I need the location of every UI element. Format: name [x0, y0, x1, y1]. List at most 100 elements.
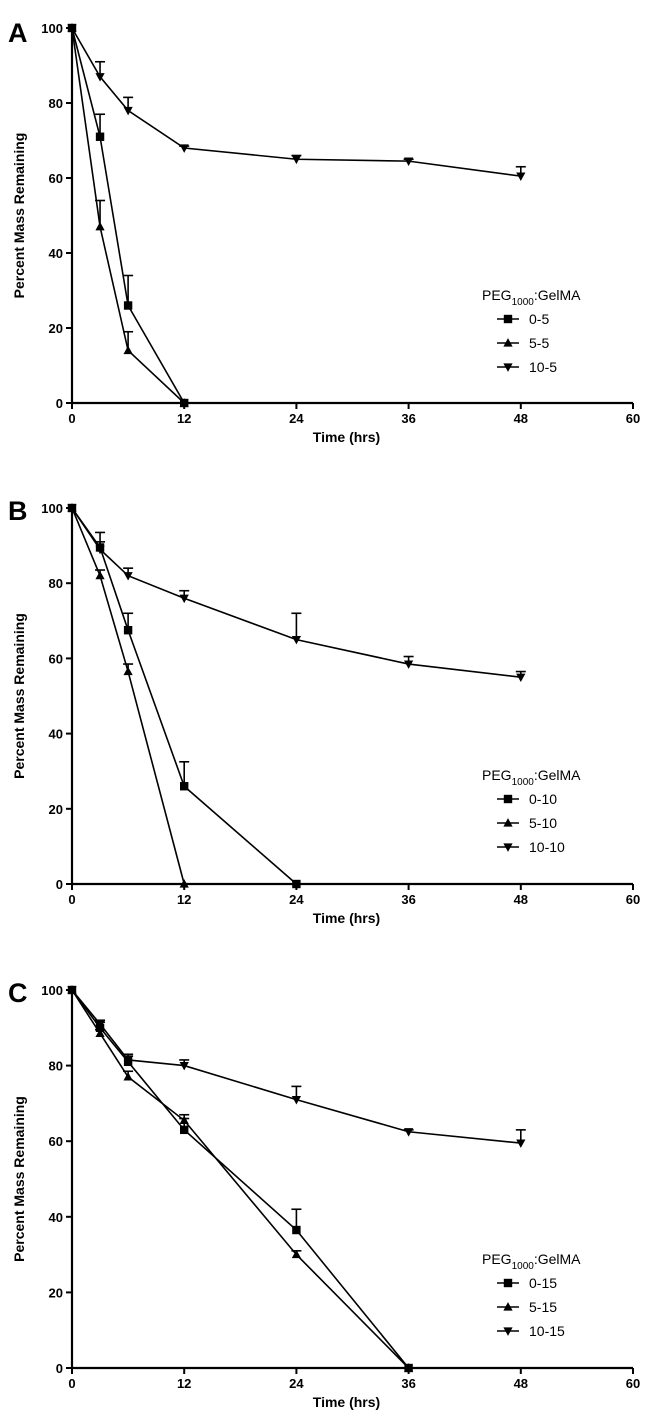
x-tick-label: 24	[289, 892, 304, 907]
legend-title: PEG1000:GelMA	[482, 287, 581, 308]
legend-marker	[503, 1302, 513, 1311]
series-line	[71, 989, 521, 1144]
data-point	[179, 144, 189, 153]
x-axis-title: Time (hrs)	[313, 1394, 380, 1410]
data-point	[516, 673, 526, 683]
panel-label: B	[8, 496, 28, 526]
y-tick-label: 40	[49, 1210, 63, 1225]
x-tick-label: 48	[514, 892, 528, 907]
panel-label: A	[8, 18, 28, 48]
data-point	[123, 626, 133, 635]
panel-label: C	[8, 978, 28, 1008]
x-tick-label: 48	[514, 1376, 528, 1391]
data-point	[95, 132, 105, 141]
series-line	[71, 27, 185, 404]
series-line	[71, 507, 297, 885]
data-point	[123, 106, 133, 116]
legend: PEG1000:GelMA 0-15 5-15 10-15	[482, 1251, 581, 1339]
data-point	[516, 172, 526, 181]
y-tick-label: 100	[41, 983, 63, 998]
legend-entry-label: 10-5	[529, 359, 557, 375]
series-5-5	[67, 23, 189, 407]
legend-marker	[503, 818, 513, 827]
data-point	[403, 660, 414, 669]
y-tick-label: 80	[49, 576, 63, 591]
y-tick-label: 20	[49, 321, 63, 336]
data-point	[179, 1115, 189, 1124]
y-tick-label: 100	[41, 21, 63, 36]
data-point	[516, 1139, 526, 1148]
x-axis-title: Time (hrs)	[313, 429, 380, 445]
x-tick-label: 60	[626, 892, 640, 907]
legend-entry-label: 5-15	[529, 1299, 557, 1315]
series-line	[71, 989, 410, 1369]
data-point	[67, 986, 77, 995]
data-point	[123, 1072, 133, 1081]
data-point	[179, 594, 189, 604]
series-0-10	[67, 503, 301, 889]
y-axis-title: Percent Mass Remaining	[11, 1096, 27, 1262]
series-line	[71, 507, 185, 885]
legend-marker	[503, 1327, 513, 1336]
series-line	[71, 27, 185, 404]
x-tick-label: 12	[177, 1376, 191, 1391]
data-point	[180, 782, 189, 791]
y-tick-label: 0	[56, 396, 63, 411]
x-tick-label: 0	[68, 411, 75, 426]
x-tick-label: 0	[68, 892, 75, 907]
data-point	[67, 504, 77, 513]
y-axis-title: Percent Mass Remaining	[11, 133, 27, 299]
data-point	[291, 155, 302, 165]
series-line	[71, 989, 410, 1369]
series-10-5	[67, 24, 526, 181]
x-tick-label: 36	[401, 1376, 415, 1391]
legend: PEG1000:GelMA 0-10 5-10 10-10	[482, 767, 581, 855]
data-point	[95, 221, 105, 231]
series-5-15	[67, 985, 414, 1372]
data-point	[95, 570, 105, 580]
x-tick-label: 36	[401, 411, 415, 426]
legend-marker	[503, 1278, 513, 1288]
legend-entry-label: 0-10	[529, 791, 557, 807]
series-line	[71, 27, 521, 177]
legend-entry-label: 10-15	[529, 1323, 565, 1339]
legend-marker	[503, 314, 513, 324]
data-point	[292, 879, 301, 889]
x-tick-label: 36	[401, 892, 415, 907]
data-point	[179, 398, 189, 407]
data-point	[123, 301, 133, 310]
y-tick-label: 60	[49, 651, 63, 666]
data-point	[95, 1028, 105, 1038]
legend-entry-label: 0-5	[529, 311, 549, 327]
data-point	[180, 1125, 189, 1135]
chart-panel-b: B 0 20 40 60 80 100 0 12 24 36 48 60 Time (hrs) Percen…	[8, 496, 640, 926]
y-tick-label: 60	[49, 1134, 63, 1149]
series-5-10	[67, 503, 189, 888]
y-tick-label: 20	[49, 1285, 63, 1300]
data-point	[179, 879, 189, 888]
x-tick-label: 0	[68, 1376, 75, 1391]
x-tick-label: 60	[626, 1376, 640, 1391]
series-line	[71, 507, 521, 678]
legend-marker	[503, 338, 513, 347]
legend-entry-label: 10-10	[529, 839, 565, 855]
legend-title: PEG1000:GelMA	[482, 767, 581, 788]
series-0-15	[67, 985, 413, 1373]
x-tick-label: 60	[626, 411, 640, 426]
data-point	[123, 572, 133, 581]
data-point	[291, 1096, 302, 1105]
legend-marker	[503, 794, 513, 804]
data-point	[95, 545, 105, 555]
data-point	[123, 345, 133, 355]
y-tick-label: 100	[41, 501, 63, 516]
data-point	[95, 1020, 105, 1029]
y-tick-label: 0	[56, 877, 63, 892]
legend: PEG1000:GelMA 0-5 5-5 10-5	[482, 287, 581, 375]
series-10-10	[67, 504, 526, 683]
data-point	[403, 157, 414, 166]
data-point	[292, 1225, 301, 1235]
data-point	[123, 1056, 133, 1065]
legend-marker	[503, 363, 513, 372]
legend-title: PEG1000:GelMA	[482, 1251, 581, 1272]
